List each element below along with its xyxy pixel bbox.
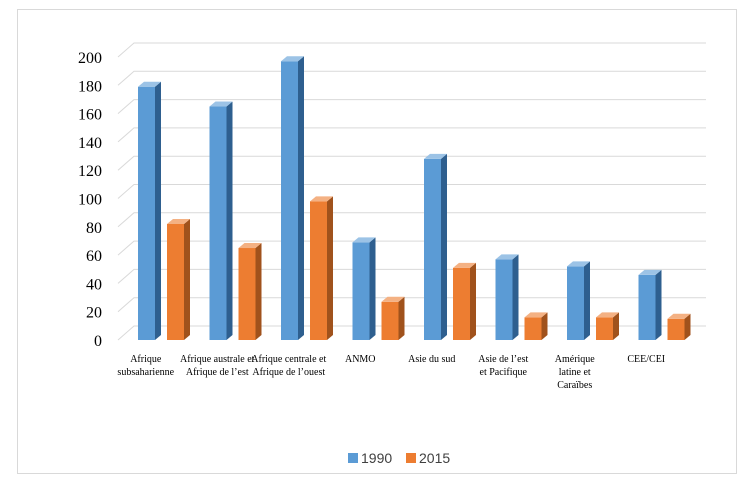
bar-1990-4 — [424, 153, 447, 340]
y-tick-label: 20 — [86, 305, 102, 322]
bar-1990-7 — [638, 269, 662, 340]
bars — [138, 56, 691, 341]
bar-1990-3 — [352, 237, 376, 340]
y-tick-label: 100 — [78, 192, 102, 209]
gridline — [117, 212, 706, 228]
y-tick-label: 0 — [94, 333, 102, 350]
legend-label: 2015 — [419, 450, 450, 466]
legend: 1990 2015 — [348, 450, 450, 466]
legend-label: 1990 — [361, 450, 392, 466]
bar-2015-5 — [524, 312, 548, 340]
x-category-label: Afrique centrale et Afrique de l’ouest — [251, 354, 326, 378]
gridline — [117, 184, 706, 199]
y-tick-label: 180 — [78, 78, 102, 95]
bar-2015-3 — [381, 296, 405, 340]
bar-2015-4 — [453, 262, 476, 340]
gridline — [117, 99, 706, 114]
bar-2015-7 — [667, 313, 691, 340]
y-tick-label: 120 — [78, 163, 102, 180]
gridline — [117, 297, 706, 313]
y-tick-label: 160 — [78, 107, 102, 124]
gridline — [117, 268, 706, 284]
bar-2015-6 — [596, 312, 619, 340]
bar-1990-5 — [495, 254, 519, 340]
x-category-label: Afrique australe et Afrique de l’est — [180, 354, 255, 378]
y-axis: 0 20 40 60 80 100 120 140 160 180 200 — [78, 50, 102, 350]
bar-1990-0 — [138, 81, 161, 340]
x-category-label: Asie du sud — [408, 354, 455, 365]
bar-2015-1 — [238, 243, 262, 340]
legend-swatch — [406, 453, 416, 463]
legend-swatch — [348, 453, 358, 463]
gridlines — [117, 42, 706, 341]
gridline — [117, 155, 706, 171]
bar-1990-1 — [209, 101, 233, 341]
x-category-label: Afrique subsaharienne — [117, 354, 174, 378]
x-category-label: Amérique latine et Caraïbes — [555, 354, 596, 391]
gridline — [117, 127, 706, 143]
y-tick-label: 200 — [78, 50, 102, 67]
gridline — [117, 240, 706, 256]
bar-2015-2 — [310, 196, 333, 340]
gridline — [117, 70, 706, 86]
y-tick-label: 140 — [78, 135, 102, 152]
y-tick-label: 40 — [86, 276, 102, 293]
gridline — [117, 42, 706, 58]
y-tick-label: 80 — [86, 220, 102, 237]
x-category-label: ANMO — [345, 354, 376, 365]
bar-2015-0 — [167, 218, 190, 340]
x-category-label: Asie de l’est et Pacifique — [478, 354, 528, 378]
x-category-label: CEE/CEI — [627, 354, 665, 365]
y-tick-label: 60 — [86, 248, 102, 265]
bar-1990-2 — [281, 56, 304, 341]
bar-1990-6 — [567, 261, 590, 340]
